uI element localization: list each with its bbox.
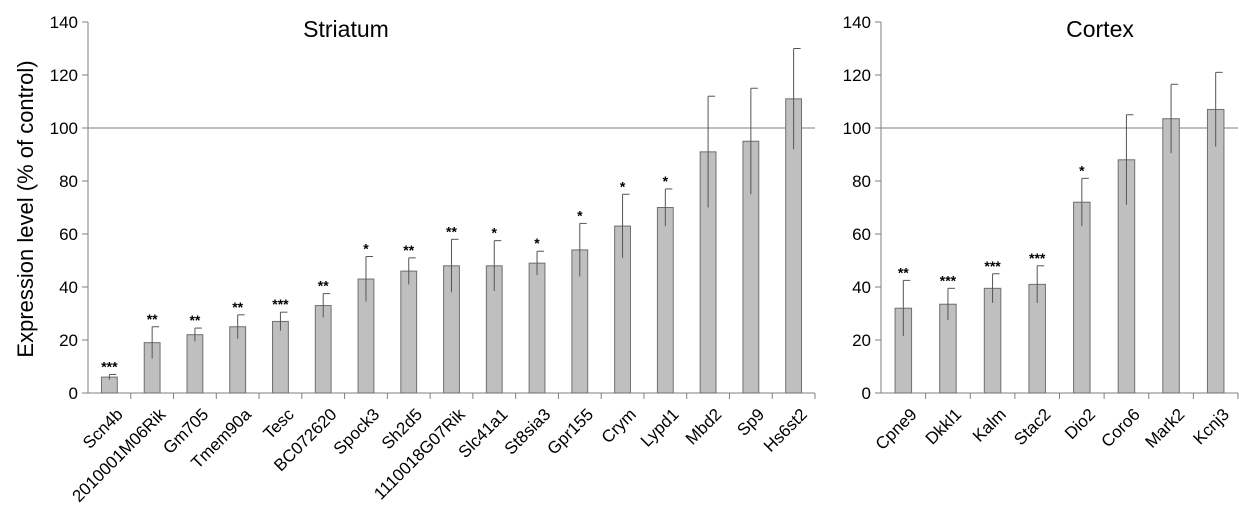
cortex-y-tick-label: 20 xyxy=(852,331,871,350)
striatum-significance-label: ** xyxy=(147,311,158,327)
striatum-significance-label: * xyxy=(534,235,540,251)
cortex-chart-title: Cortex xyxy=(1066,16,1134,42)
striatum-bar xyxy=(528,262,546,394)
striatum-significance-label: * xyxy=(620,178,626,194)
cortex-category-label: Kalm xyxy=(969,405,1010,446)
striatum-significance-label: ** xyxy=(403,242,414,258)
striatum-category-label: Hs6st2 xyxy=(760,405,811,456)
striatum-significance-label: * xyxy=(492,225,498,241)
striatum-significance-label: *** xyxy=(272,296,289,312)
cortex-y-tick-label: 100 xyxy=(843,119,871,138)
striatum-y-tick-label: 140 xyxy=(50,13,78,32)
cortex-y-tick-label: 120 xyxy=(843,66,871,85)
striatum-significance-label: * xyxy=(663,173,669,189)
cortex-category-label: Mark2 xyxy=(1142,405,1189,452)
striatum-category-label: Mbd2 xyxy=(682,405,726,449)
cortex-significance-label: * xyxy=(1079,162,1085,178)
cortex-bar xyxy=(1206,108,1225,394)
striatum-category-label: Sp9 xyxy=(733,405,768,440)
striatum-significance-label: * xyxy=(363,241,369,257)
cortex-category-label: Kcnj3 xyxy=(1189,405,1233,449)
cortex-category-label: Stac2 xyxy=(1010,405,1054,449)
striatum-category-label: Gpr155 xyxy=(544,405,598,459)
cortex-bar xyxy=(983,287,1002,394)
striatum-significance-label: ** xyxy=(446,223,457,239)
striatum-category-label: Crym xyxy=(598,405,640,447)
striatum-bar xyxy=(186,334,204,394)
cortex-category-label: Cpne9 xyxy=(872,405,921,454)
striatum-bar xyxy=(400,270,418,394)
striatum-bar xyxy=(314,305,332,394)
striatum-category-label: Tesc xyxy=(260,405,299,444)
cortex-significance-label: *** xyxy=(984,258,1001,274)
striatum-category-label: Spock3 xyxy=(330,405,384,459)
cortex-y-tick-label: 40 xyxy=(852,278,871,297)
cortex-category-label: Dio2 xyxy=(1061,405,1099,443)
striatum-significance-label: * xyxy=(577,207,583,223)
striatum-y-tick-label: 20 xyxy=(59,331,78,350)
striatum-bar xyxy=(656,207,674,394)
striatum-category-label: St8sia3 xyxy=(501,405,555,459)
cortex-significance-label: ** xyxy=(898,264,909,280)
cortex-panel: 0 20 40 60 80 100 120 140 Cortex ** Cpne9 *** Dkkl1 *… xyxy=(843,13,1239,454)
cortex-y-tick-label: 60 xyxy=(852,225,871,244)
striatum-y-tick-label: 80 xyxy=(59,172,78,191)
striatum-significance-label: *** xyxy=(101,358,118,374)
cortex-y-tick-label: 80 xyxy=(852,172,871,191)
striatum-significance-label: ** xyxy=(189,312,200,328)
striatum-bar xyxy=(272,320,289,394)
striatum-y-tick-label: 60 xyxy=(59,225,78,244)
striatum-significance-label: ** xyxy=(232,299,243,315)
y-axis-title: Expression level (% of control) xyxy=(13,60,38,357)
cortex-category-label: Dkkl1 xyxy=(922,405,965,448)
striatum-chart-title: Striatum xyxy=(303,16,389,42)
striatum-y-tick-label: 0 xyxy=(69,384,78,403)
cortex-category-label: Coro6 xyxy=(1098,405,1144,451)
cortex-significance-label: *** xyxy=(1029,250,1046,266)
striatum-y-tick-label: 40 xyxy=(59,278,78,297)
cortex-bar xyxy=(1162,118,1180,394)
striatum-category-label: Lypd1 xyxy=(637,405,683,451)
striatum-significance-label: ** xyxy=(318,278,329,294)
cortex-y-tick-label: 140 xyxy=(843,13,871,32)
cortex-bar xyxy=(1073,201,1091,394)
cortex-y-tick-label: 0 xyxy=(862,384,871,403)
striatum-y-tick-label: 120 xyxy=(50,66,78,85)
striatum-y-tick-label: 100 xyxy=(50,119,78,138)
cortex-significance-label: *** xyxy=(940,272,957,288)
